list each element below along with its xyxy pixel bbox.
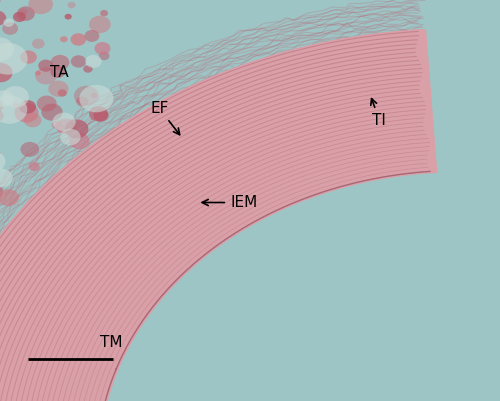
- Circle shape: [0, 90, 14, 107]
- Text: EF: EF: [150, 101, 180, 135]
- Circle shape: [28, 0, 53, 14]
- Circle shape: [69, 133, 89, 149]
- Circle shape: [70, 33, 86, 46]
- Circle shape: [76, 97, 88, 107]
- Circle shape: [29, 162, 40, 171]
- Circle shape: [56, 119, 75, 134]
- Circle shape: [2, 86, 29, 107]
- Polygon shape: [0, 0, 426, 401]
- Circle shape: [83, 65, 92, 73]
- Circle shape: [94, 42, 110, 55]
- Circle shape: [0, 151, 6, 172]
- Circle shape: [64, 14, 72, 20]
- Circle shape: [0, 95, 28, 124]
- Circle shape: [37, 95, 56, 111]
- Circle shape: [0, 37, 14, 61]
- Circle shape: [13, 12, 26, 22]
- Circle shape: [0, 97, 3, 115]
- Circle shape: [60, 36, 68, 42]
- Text: TI: TI: [371, 99, 386, 128]
- Circle shape: [14, 103, 38, 123]
- Circle shape: [20, 142, 39, 157]
- Circle shape: [100, 10, 108, 16]
- Circle shape: [65, 119, 88, 138]
- Circle shape: [2, 22, 18, 35]
- Circle shape: [84, 30, 100, 42]
- Circle shape: [80, 85, 114, 112]
- Circle shape: [19, 100, 36, 114]
- Circle shape: [20, 8, 28, 15]
- Circle shape: [32, 38, 44, 49]
- Circle shape: [12, 102, 20, 108]
- Circle shape: [24, 113, 42, 127]
- Circle shape: [16, 6, 35, 21]
- Circle shape: [52, 120, 62, 128]
- Circle shape: [71, 55, 86, 68]
- Circle shape: [0, 168, 12, 187]
- Circle shape: [0, 189, 19, 206]
- Circle shape: [4, 18, 14, 27]
- Circle shape: [0, 109, 4, 122]
- Text: IEM: IEM: [202, 195, 257, 210]
- Circle shape: [55, 123, 64, 130]
- Circle shape: [89, 16, 110, 33]
- Circle shape: [0, 43, 28, 75]
- Circle shape: [41, 103, 62, 121]
- Circle shape: [74, 86, 99, 106]
- Circle shape: [0, 63, 12, 82]
- Circle shape: [35, 71, 41, 75]
- Circle shape: [50, 55, 70, 70]
- Circle shape: [20, 51, 37, 64]
- Polygon shape: [0, 29, 438, 401]
- Circle shape: [52, 113, 76, 131]
- Circle shape: [58, 89, 67, 97]
- Circle shape: [35, 67, 56, 85]
- Circle shape: [98, 51, 110, 60]
- Circle shape: [68, 2, 76, 8]
- Circle shape: [38, 59, 54, 72]
- Circle shape: [48, 81, 68, 97]
- Text: TM: TM: [100, 335, 122, 350]
- Circle shape: [86, 55, 102, 68]
- Circle shape: [94, 109, 108, 122]
- Circle shape: [89, 106, 108, 122]
- Circle shape: [91, 93, 98, 98]
- Circle shape: [50, 66, 65, 78]
- Circle shape: [0, 183, 3, 200]
- Text: TA: TA: [50, 65, 68, 80]
- Circle shape: [0, 10, 6, 26]
- Circle shape: [60, 129, 80, 145]
